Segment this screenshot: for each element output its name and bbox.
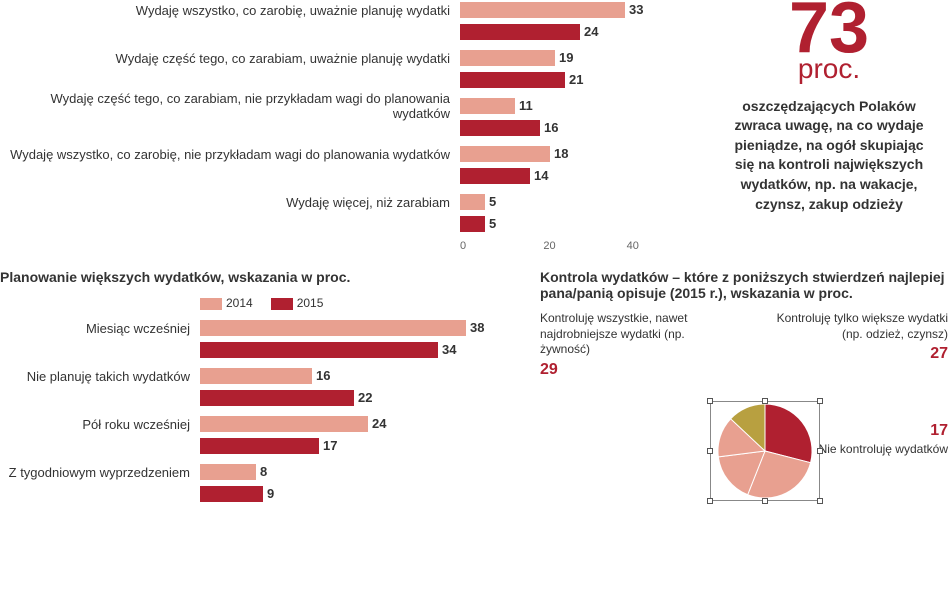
callout-number: 73	[725, 0, 933, 58]
bar-2014	[460, 2, 625, 18]
bar-value: 8	[260, 464, 267, 479]
bar-value: 21	[569, 72, 583, 87]
legend-swatch-icon	[200, 298, 222, 310]
bar-value: 16	[316, 368, 330, 383]
bar-group: Z tygodniowym wyprzedzeniem 89	[0, 462, 530, 504]
bar-2015	[460, 120, 540, 136]
bar-label: Pół roku wcześniej	[0, 417, 200, 432]
legend-item: 2015	[271, 296, 324, 310]
bar-value: 19	[559, 50, 573, 65]
callout-text: oszczędzających Polaków zwraca uwagę, na…	[725, 97, 933, 215]
bar-value: 24	[584, 24, 598, 39]
bar-2015	[460, 24, 580, 40]
chart1-spending-habits: Wydaję wszystko, co zarobię, uważnie pla…	[0, 0, 710, 265]
bar-2014	[460, 98, 515, 114]
selection-handle-icon	[817, 448, 823, 454]
bar-label: Nie planuję takich wydatków	[0, 369, 200, 384]
bar-label: Wydaję wszystko, co zarobię, nie przykła…	[0, 147, 460, 162]
chart1-axis: 02040	[460, 240, 710, 252]
bar-value: 5	[489, 194, 496, 209]
bar-value: 38	[470, 320, 484, 335]
selection-handle-icon	[817, 398, 823, 404]
axis-tick: 0	[460, 240, 543, 252]
bar-value: 22	[358, 390, 372, 405]
legend-item: 2014	[200, 296, 253, 310]
pie-chart-box	[710, 401, 820, 501]
bar-group: Wydaję część tego, co zarabiam, uważnie …	[0, 48, 710, 90]
bar-value: 33	[629, 2, 643, 17]
bar-2014	[460, 194, 485, 210]
legend-label: 2014	[226, 296, 253, 310]
axis-tick: 20	[543, 240, 626, 252]
pie-label-2-value: 27	[773, 344, 948, 365]
bar-2014	[200, 464, 256, 480]
chart2-legend: 2014 2015	[200, 295, 530, 310]
pie-label-1-value: 29	[540, 360, 700, 381]
pie-label-1: Kontroluję wszystkie, nawet najdrobniejs…	[540, 311, 700, 381]
bar-value: 24	[372, 416, 386, 431]
bar-label: Wydaję więcej, niż zarabiam	[0, 195, 460, 210]
selection-handle-icon	[762, 398, 768, 404]
callout-73-proc: 73 proc. oszczędzających Polaków zwraca …	[710, 0, 948, 265]
bar-2014	[200, 368, 312, 384]
bar-label: Wydaję wszystko, co zarobię, uważnie pla…	[0, 3, 460, 18]
bar-group: Wydaję wszystko, co zarobię, nie przykła…	[0, 144, 710, 186]
pie-label-2-text: Kontroluję tylko większe wydatki (np. od…	[777, 311, 948, 341]
bar-value: 11	[519, 98, 533, 113]
bar-2014	[200, 320, 466, 336]
bar-group: Wydaję wszystko, co zarobię, uważnie pla…	[0, 0, 710, 42]
chart3-title: Kontrola wydatków – które z poniższych s…	[540, 269, 948, 301]
axis-tick: 40	[627, 240, 710, 252]
chart2-title: Planowanie większych wydatków, wskazania…	[0, 269, 530, 285]
bar-2015	[200, 390, 354, 406]
bar-2015	[200, 438, 319, 454]
legend-label: 2015	[297, 296, 324, 310]
bar-value: 5	[489, 216, 496, 231]
bar-label: Z tygodniowym wyprzedzeniem	[0, 465, 200, 480]
chart2-planning: Planowanie większych wydatków, wskazania…	[0, 269, 530, 571]
pie-label-2: Kontroluję tylko większe wydatki (np. od…	[773, 311, 948, 365]
pie-area: Kontroluję wszystkie, nawet najdrobniejs…	[540, 311, 948, 571]
bar-group: Wydaję więcej, niż zarabiam 5 5	[0, 192, 710, 234]
bar-group: Nie planuję takich wydatków 16 22	[0, 366, 530, 408]
bar-2014	[200, 416, 368, 432]
bar-2015	[200, 342, 438, 358]
bar-value: 18	[554, 146, 568, 161]
bar-2015	[460, 72, 565, 88]
bar-value: 16	[544, 120, 558, 135]
bar-label: Miesiąc wcześniej	[0, 321, 200, 336]
bar-label: Wydaję część tego, co zarabiam, uważnie …	[0, 51, 460, 66]
selection-handle-icon	[707, 448, 713, 454]
chart1-bars: Wydaję wszystko, co zarobię, uważnie pla…	[0, 0, 710, 234]
pie-svg	[711, 402, 819, 500]
legend-swatch-icon	[271, 298, 293, 310]
bar-2015	[200, 486, 263, 502]
chart2-bars: Miesiąc wcześniej 38 34 Nie planuję takich …	[0, 318, 530, 504]
pie-label-3-value: 17	[808, 421, 948, 442]
pie-label-1-text: Kontroluję wszystkie, nawet najdrobniejs…	[540, 311, 687, 356]
chart3-control: Kontrola wydatków – które z poniższych s…	[530, 269, 948, 571]
selection-handle-icon	[762, 498, 768, 504]
pie-label-3: 17 Nie kontroluję wydatków	[808, 419, 948, 457]
pie-label-3-text: Nie kontroluję wydatków	[819, 442, 948, 456]
bar-2014	[460, 50, 555, 66]
bar-value: 14	[534, 168, 548, 183]
selection-handle-icon	[707, 398, 713, 404]
bar-label: Wydaję część tego, co zarabiam, nie przy…	[0, 91, 460, 121]
bar-value: 9	[267, 486, 274, 501]
selection-handle-icon	[817, 498, 823, 504]
bar-value: 17	[323, 438, 337, 453]
bar-2015	[460, 216, 485, 232]
callout-proc: proc.	[725, 53, 933, 85]
bar-2014	[460, 146, 550, 162]
bar-2015	[460, 168, 530, 184]
bar-group: Miesiąc wcześniej 38 34	[0, 318, 530, 360]
selection-handle-icon	[707, 498, 713, 504]
bar-value: 34	[442, 342, 456, 357]
bar-group: Pół roku wcześniej 24 17	[0, 414, 530, 456]
bar-group: Wydaję część tego, co zarabiam, nie przy…	[0, 96, 710, 138]
